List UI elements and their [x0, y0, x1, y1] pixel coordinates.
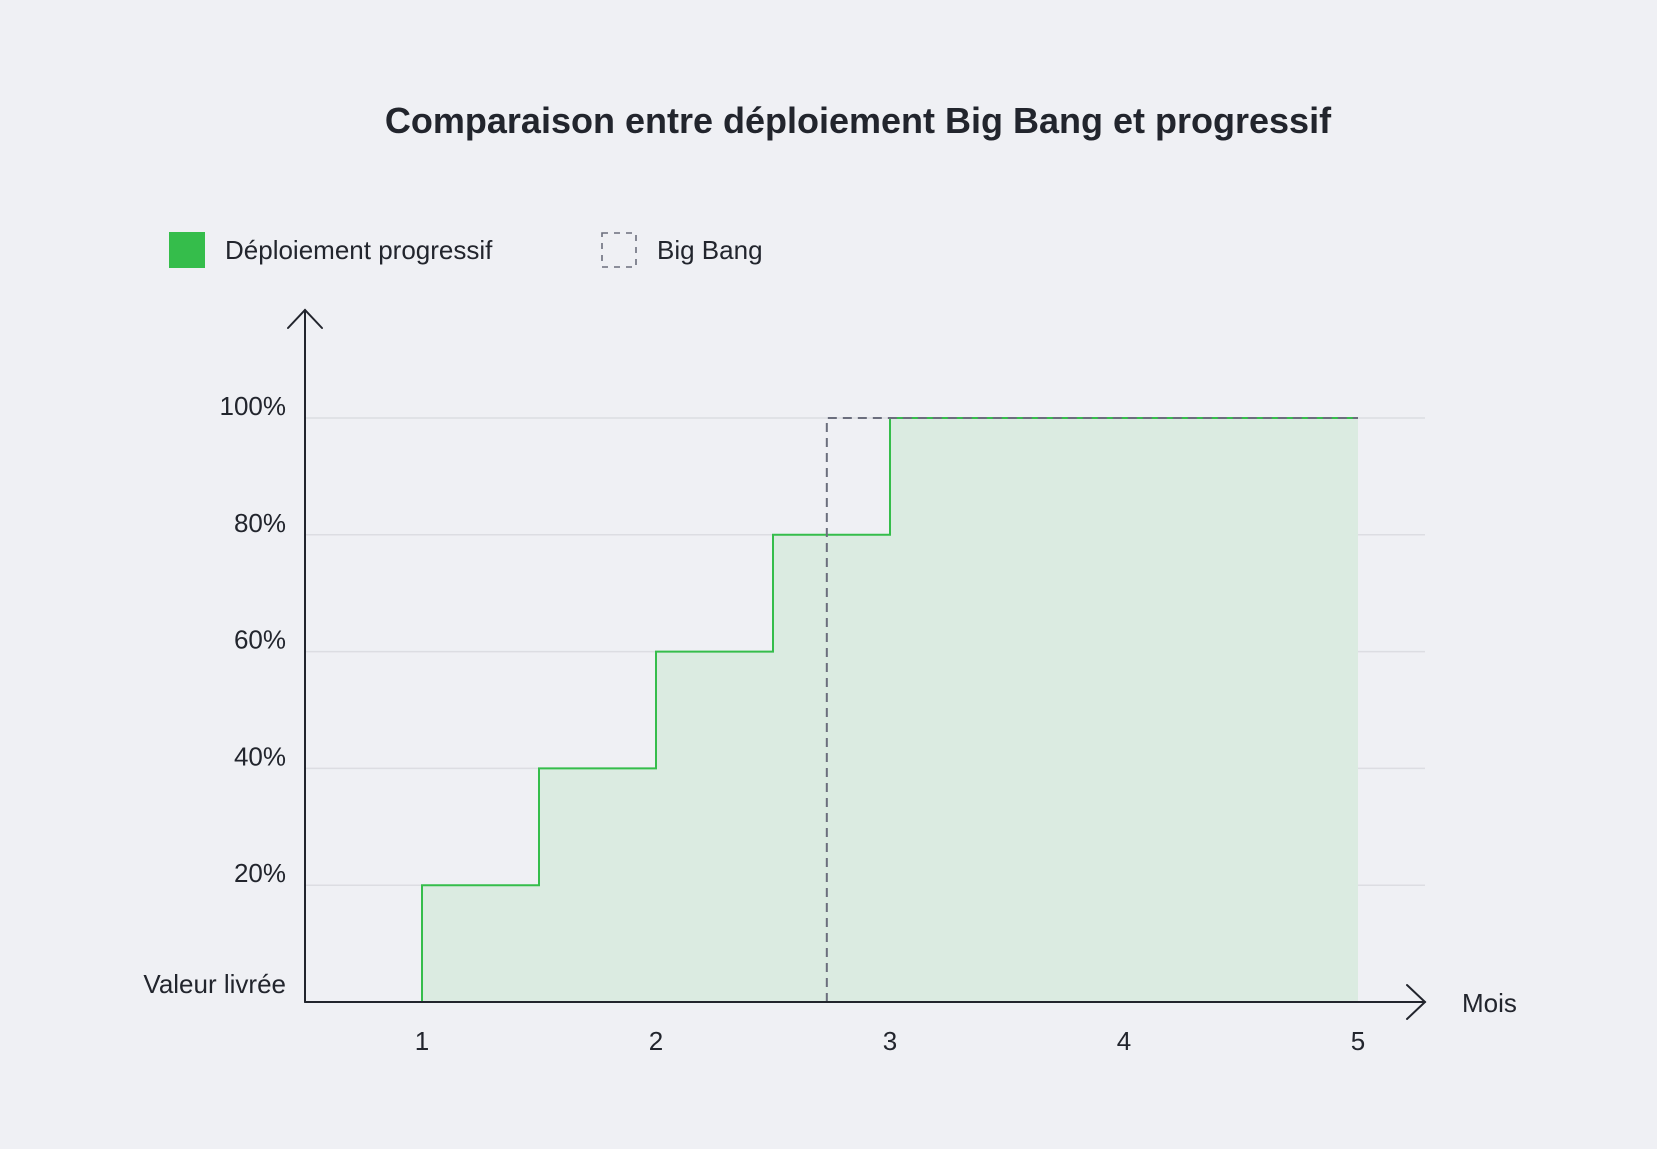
y-axis-arrow: [287, 308, 323, 329]
legend-label-progressive: Déploiement progressif: [225, 235, 493, 265]
y-tick-label: 100%: [220, 391, 287, 421]
x-tick-label: 3: [883, 1026, 897, 1056]
x-axis-arrow: [1406, 984, 1427, 1020]
y-tick-label: 20%: [234, 858, 286, 888]
progressive-area: [422, 418, 1358, 1002]
x-axis-label: Mois: [1462, 988, 1517, 1018]
legend-item-progressive: Déploiement progressif: [169, 232, 493, 268]
x-tick-label: 2: [649, 1026, 663, 1056]
x-tick-label: 5: [1351, 1026, 1365, 1056]
big-bang-line: [825, 417, 1358, 1002]
chart-title: Comparaison entre déploiement Big Bang e…: [385, 100, 1332, 141]
plot-area: [421, 417, 1358, 1002]
y-tick-label: 40%: [234, 741, 286, 771]
axes: [287, 308, 1427, 1020]
y-axis-label: Valeur livrée: [143, 969, 286, 999]
legend: Déploiement progressif Big Bang: [169, 232, 763, 268]
y-tick-label: 60%: [234, 625, 286, 655]
tick-labels: 1 2 3 4 5 20% 40% 60% 80% 100%: [220, 391, 1366, 1056]
legend-label-big-bang: Big Bang: [657, 235, 763, 265]
legend-swatch-progressive: [169, 232, 205, 268]
x-tick-label: 4: [1117, 1026, 1131, 1056]
progressive-step-line: [421, 417, 1358, 1002]
legend-item-big-bang: Big Bang: [601, 232, 763, 268]
x-tick-label: 1: [415, 1026, 429, 1056]
y-tick-label: 80%: [234, 508, 286, 538]
legend-swatch-big-bang: [601, 232, 637, 268]
